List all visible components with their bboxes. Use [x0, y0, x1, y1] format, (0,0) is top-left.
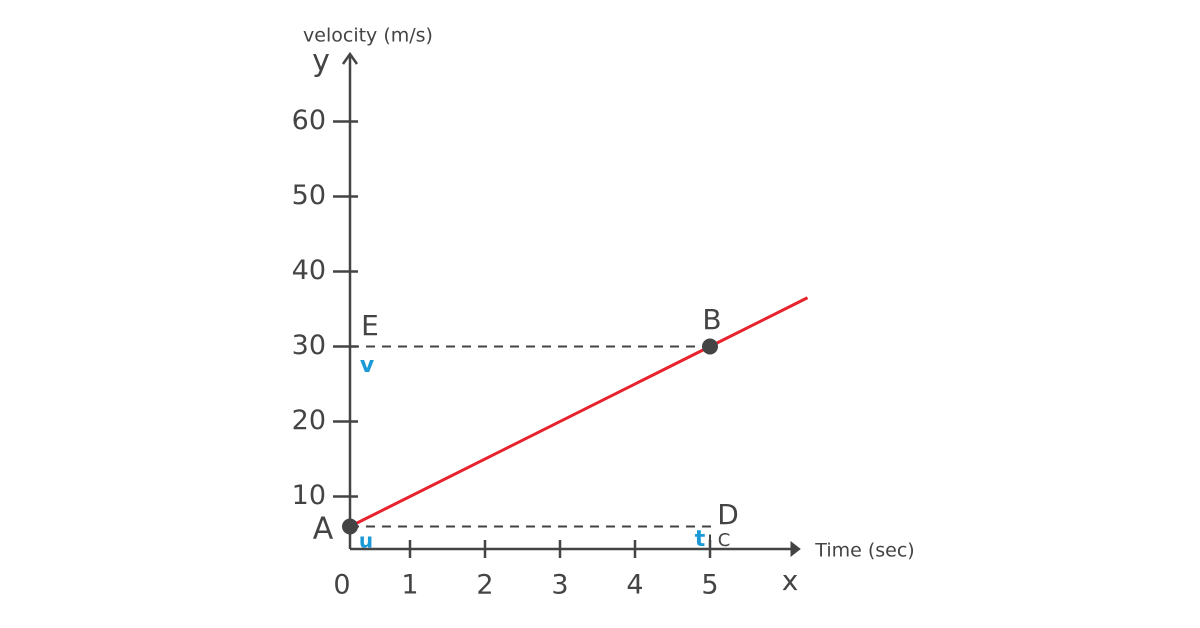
y-axis-title: velocity (m/s) [303, 25, 433, 47]
annotation: E [361, 309, 379, 342]
annotation: v [360, 353, 375, 378]
x-tick-label: 0 [333, 570, 350, 601]
annotation: D [717, 498, 739, 531]
data-point [702, 338, 718, 355]
x-axis-arrow [790, 540, 801, 558]
x-tick-label: 1 [401, 570, 418, 601]
x-tick-label: 3 [551, 570, 568, 601]
annotation: u [359, 529, 373, 553]
y-axis-arrow [341, 51, 359, 65]
y-axis-letter: y [312, 44, 330, 79]
annotation: A [313, 512, 334, 547]
y-tick-label: 30 [292, 330, 326, 361]
annotation: C [718, 530, 731, 551]
x-axis-title: Time (sec) [814, 540, 914, 562]
data-point [342, 518, 358, 535]
y-tick-label: 50 [292, 180, 326, 211]
data-line [349, 296, 809, 528]
y-tick-label: 10 [292, 480, 326, 511]
y-tick-label: 60 [292, 105, 326, 136]
x-axis-letter: x [782, 564, 799, 597]
annotation: B [702, 303, 721, 336]
x-tick-label: 4 [626, 570, 643, 601]
y-tick-label: 20 [292, 405, 326, 436]
y-tick-label: 40 [292, 255, 326, 286]
guide-line [350, 525, 711, 549]
annotation: t [695, 527, 706, 552]
x-tick-label: 2 [476, 570, 493, 601]
x-tick-label: 5 [701, 570, 718, 601]
